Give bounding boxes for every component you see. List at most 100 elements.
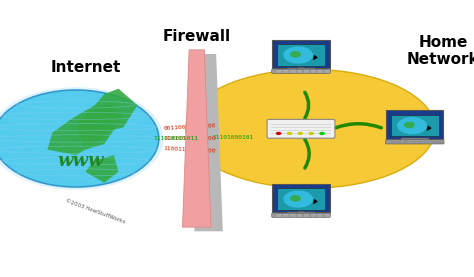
Bar (310, 216, 316, 217)
Bar (324, 70, 329, 71)
Bar (310, 72, 316, 73)
Bar (283, 71, 289, 72)
FancyBboxPatch shape (401, 138, 429, 140)
Bar (318, 71, 323, 72)
Bar (276, 216, 282, 217)
Bar (418, 142, 423, 143)
Bar (410, 142, 416, 143)
Text: 00110011010100: 00110011010100 (164, 124, 216, 131)
Polygon shape (182, 50, 211, 227)
Bar (318, 214, 323, 215)
Circle shape (287, 132, 292, 135)
Bar (304, 70, 309, 71)
FancyBboxPatch shape (287, 68, 315, 70)
Ellipse shape (290, 195, 301, 202)
FancyBboxPatch shape (272, 184, 330, 212)
Bar (397, 142, 402, 143)
Text: 11101000101: 11101000101 (212, 135, 254, 140)
Text: Home
Network: Home Network (407, 35, 474, 67)
Bar (276, 214, 282, 215)
Text: 11011001010100: 11011001010100 (164, 136, 216, 141)
Ellipse shape (290, 51, 301, 58)
Bar (297, 71, 302, 72)
Bar (290, 216, 296, 217)
FancyBboxPatch shape (277, 188, 325, 210)
Circle shape (397, 117, 427, 135)
FancyBboxPatch shape (267, 119, 335, 138)
Circle shape (298, 132, 303, 135)
Bar (283, 72, 289, 73)
Bar (271, 127, 331, 128)
Text: ©2003 HowStuffWorks: ©2003 HowStuffWorks (64, 198, 125, 224)
Polygon shape (298, 67, 304, 69)
Bar (290, 215, 296, 216)
Bar (297, 215, 302, 216)
Bar (310, 214, 316, 215)
Bar (318, 70, 323, 71)
Bar (276, 72, 282, 73)
Polygon shape (411, 138, 418, 140)
Circle shape (0, 87, 164, 190)
FancyBboxPatch shape (385, 140, 444, 144)
Bar (290, 71, 296, 72)
Bar (297, 214, 302, 215)
Text: 11001101110100: 11001101110100 (164, 146, 216, 153)
Bar (304, 216, 309, 217)
Bar (297, 70, 302, 71)
Bar (276, 215, 282, 216)
Circle shape (319, 132, 325, 135)
Bar (324, 214, 329, 215)
Bar (318, 72, 323, 73)
FancyBboxPatch shape (277, 44, 325, 66)
FancyBboxPatch shape (391, 115, 438, 136)
Polygon shape (85, 155, 118, 183)
Text: www: www (57, 152, 104, 170)
Bar (297, 216, 302, 217)
Circle shape (283, 190, 313, 208)
Bar (310, 71, 316, 72)
Bar (290, 70, 296, 71)
Bar (404, 142, 410, 143)
Bar (324, 71, 329, 72)
Text: Internet: Internet (50, 60, 120, 75)
Bar (324, 72, 329, 73)
Bar (297, 72, 302, 73)
Bar (276, 71, 282, 72)
FancyBboxPatch shape (272, 69, 330, 73)
Bar (283, 214, 289, 215)
Bar (271, 130, 331, 131)
FancyBboxPatch shape (287, 212, 315, 214)
Bar (290, 214, 296, 215)
Text: Firewall: Firewall (163, 29, 231, 43)
Bar (271, 124, 331, 125)
Bar (304, 72, 309, 73)
Polygon shape (76, 89, 137, 133)
FancyBboxPatch shape (386, 110, 444, 139)
Bar (290, 72, 296, 73)
Bar (431, 142, 437, 143)
Bar (390, 142, 396, 143)
Polygon shape (194, 54, 223, 231)
Circle shape (309, 132, 314, 135)
Bar (310, 215, 316, 216)
Bar (318, 216, 323, 217)
Bar (304, 71, 309, 72)
Bar (283, 70, 289, 71)
Bar (283, 216, 289, 217)
Bar (304, 214, 309, 215)
FancyBboxPatch shape (272, 40, 330, 68)
FancyBboxPatch shape (272, 213, 330, 217)
Bar (271, 133, 331, 134)
Circle shape (283, 46, 313, 64)
Polygon shape (47, 105, 114, 155)
Bar (276, 70, 282, 71)
Bar (424, 142, 430, 143)
Bar (283, 215, 289, 216)
Ellipse shape (186, 69, 435, 188)
Bar (438, 142, 443, 143)
Bar (324, 215, 329, 216)
Circle shape (0, 90, 159, 187)
Text: 111010001011: 111010001011 (153, 136, 198, 141)
Polygon shape (298, 211, 304, 213)
Bar (310, 70, 316, 71)
